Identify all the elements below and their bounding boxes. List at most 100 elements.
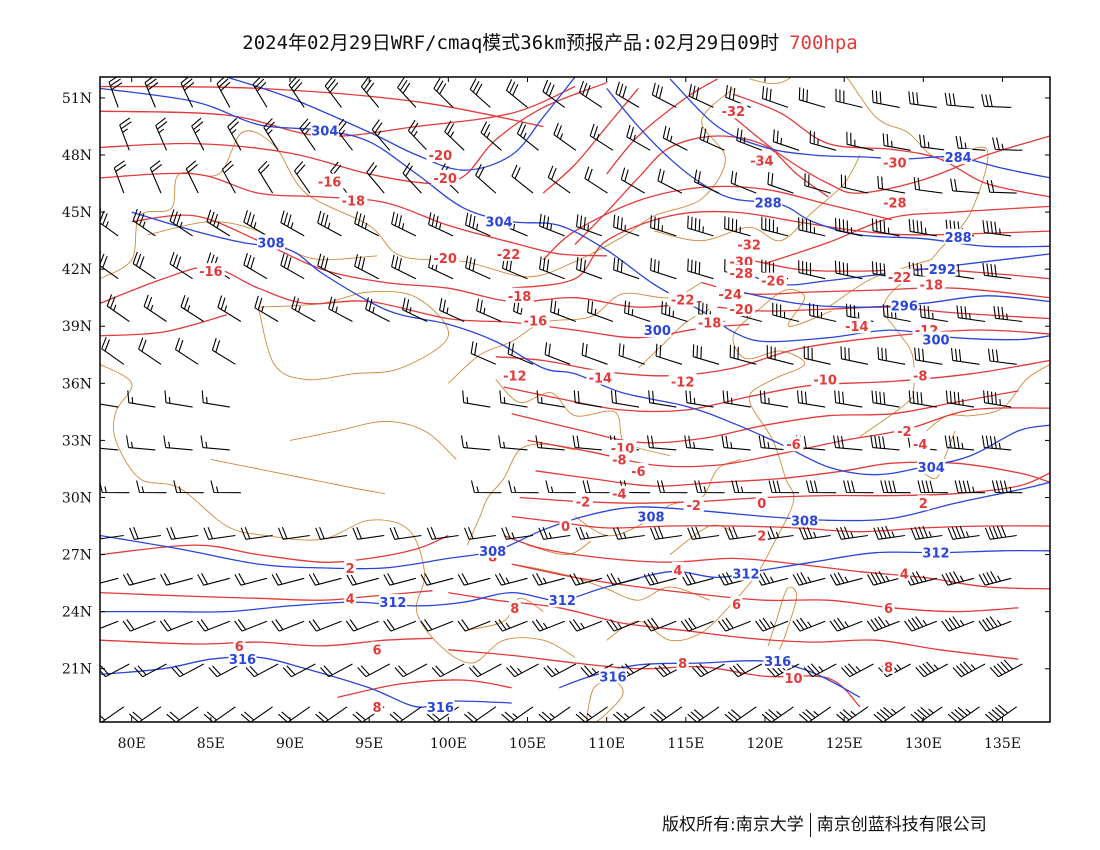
wind-barb [993, 305, 1023, 323]
temperature-label-halo [758, 272, 787, 288]
temperature-label: -12 [671, 375, 695, 390]
wind-barb [569, 619, 603, 632]
temperature-label-halo [755, 527, 768, 543]
wind-barb [113, 160, 127, 194]
wind-barb [127, 390, 156, 408]
wind-barb [494, 619, 528, 632]
border-line [100, 363, 576, 664]
wind-barb [294, 161, 311, 194]
temperature-label-halo [426, 147, 455, 163]
wind-barb [724, 706, 757, 722]
wind-barb [661, 301, 688, 323]
temperature-contour [100, 82, 607, 185]
border-line [511, 563, 710, 601]
wind-barb [987, 348, 1017, 365]
wind-barb [575, 526, 608, 540]
wind-barb [407, 119, 428, 151]
wind-barb [986, 179, 1017, 194]
wind-barb [729, 344, 757, 365]
wind-barb [759, 390, 789, 408]
wind-barb [805, 480, 837, 494]
wind-barb [166, 526, 199, 540]
temperature-contour [131, 214, 702, 308]
wind-barb [576, 214, 603, 237]
wind-barb [138, 337, 162, 365]
temperature-label-halo [628, 462, 649, 478]
temperature-label: -32 [737, 238, 761, 253]
geopotential-label: 312 [549, 594, 576, 609]
temperature-label-halo [730, 596, 743, 612]
wind-barb [656, 480, 688, 494]
wind-barb [650, 706, 683, 722]
wind-barb [506, 79, 528, 108]
wind-barb [136, 480, 167, 494]
geopotential-label: 316 [229, 653, 256, 668]
temperature-label-halo [910, 436, 931, 452]
geopotential-label-halo [643, 322, 672, 338]
wind-barb [538, 706, 571, 722]
temperature-label-halo [508, 599, 521, 615]
wind-barb [539, 256, 565, 280]
lat-tick-label: 33N [62, 433, 92, 449]
wind-barb [499, 390, 528, 408]
wind-barb [159, 619, 193, 632]
lon-tick-label: 110E [588, 736, 625, 752]
temperature-contour [495, 329, 1050, 377]
wind-barb [984, 525, 1017, 540]
wind-barb [655, 343, 683, 365]
wind-barb [180, 295, 204, 322]
temperature-contour [100, 85, 544, 128]
temperature-label-halo [608, 440, 637, 456]
wind-barb [871, 390, 900, 408]
wind-barb [833, 435, 863, 451]
temperature-contour [100, 172, 607, 257]
temperature-label: -16 [199, 265, 223, 280]
temperature-label: 2 [346, 562, 355, 577]
border-line [257, 290, 449, 381]
lon-tick-label: 115E [667, 736, 704, 752]
wind-barb [160, 573, 193, 586]
temperature-label: 8 [884, 661, 893, 676]
border-line [669, 524, 734, 555]
temperature-label: 8 [510, 602, 519, 617]
geopotential-label-halo [548, 592, 577, 608]
temperature-label: 6 [884, 602, 893, 617]
wind-barb [944, 435, 975, 451]
lat-tick-label: 42N [62, 262, 92, 278]
geopotential-label-halo [922, 544, 950, 560]
temperature-contour [448, 591, 1019, 660]
wind-barb [463, 526, 496, 540]
wind-barb [613, 214, 640, 237]
geopotential-label: 316 [764, 655, 791, 670]
temperature-label: -20 [433, 172, 457, 187]
temperature-contour [535, 461, 1050, 487]
wind-barb [383, 573, 417, 586]
wind-barb [324, 77, 342, 108]
geopotential-label-halo [310, 122, 339, 138]
wind-barb [798, 260, 826, 280]
border-line [585, 681, 624, 722]
wind-barb [532, 573, 565, 586]
wind-barb [402, 162, 422, 194]
temperature-label: -8 [612, 453, 626, 468]
wind-barb [684, 435, 714, 451]
temperature-label: -16 [318, 176, 342, 191]
temperature-label: -14 [845, 320, 869, 335]
wind-barb [829, 572, 863, 586]
map-plot[interactable]: -32-34 -30-28-32-30-28-26-24-22-20-22-18-… [62, 76, 1051, 752]
wind-barb [650, 258, 677, 280]
border-line [859, 272, 916, 437]
wind-barb [618, 343, 645, 365]
temperature-label-halo [882, 599, 895, 615]
wind-barb [944, 92, 975, 108]
wind-barb [164, 390, 193, 408]
temperature-label-halo [609, 485, 630, 501]
wind-barb [755, 572, 789, 586]
wind-barb [366, 162, 385, 194]
wind-barb [346, 573, 379, 586]
geopotential-label: 296 [891, 299, 918, 314]
wind-barb [983, 390, 1012, 408]
temperature-label: -4 [612, 488, 626, 503]
wind-barb [718, 572, 751, 586]
wind-barb [354, 254, 379, 280]
